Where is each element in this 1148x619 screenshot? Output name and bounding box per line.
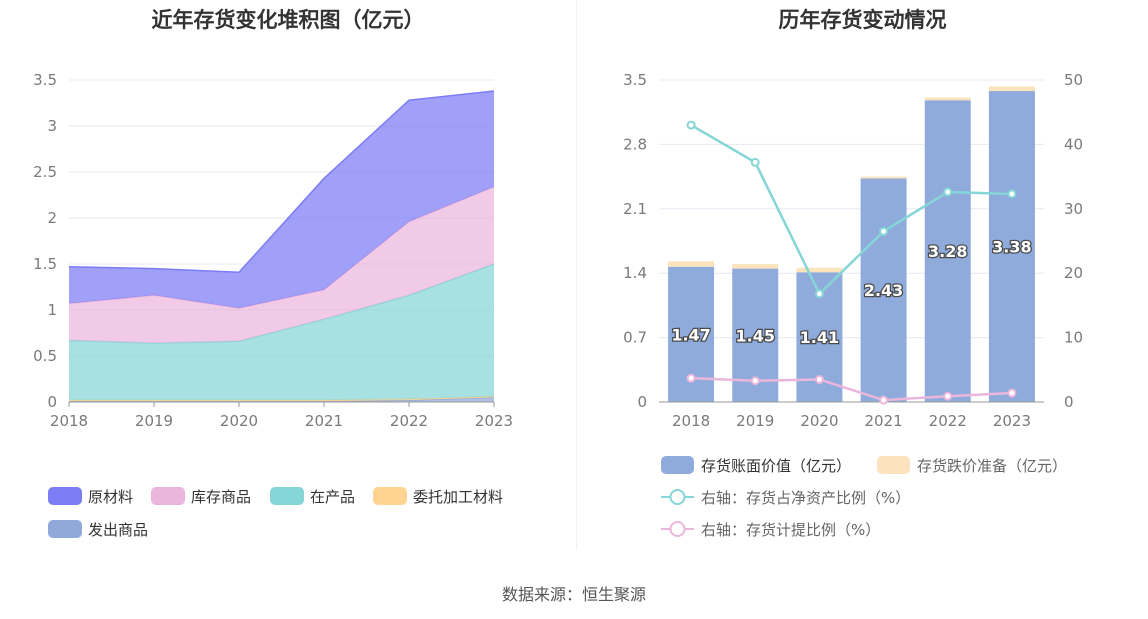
y-left-tick-label: 1.4 <box>623 264 647 282</box>
y-tick-label: 0 <box>47 393 57 411</box>
legend-line-marker <box>669 489 686 505</box>
x-tick-label: 2023 <box>475 412 513 430</box>
x-tick-label: 2021 <box>864 412 902 430</box>
line-series-1 <box>691 376 1012 402</box>
y-left-tick-label: 0 <box>637 393 647 411</box>
bar-data-label: 1.47 <box>671 325 710 344</box>
bar-book-value <box>924 100 971 403</box>
bar-line-chart: 0 0.7 1.4 2.1 2.8 3.5 0 10 20 30 40 50 1.47 1.45 1.41 2… <box>623 71 1083 539</box>
x-tick-label: 2020 <box>800 412 838 430</box>
legend-line-marker <box>669 521 686 537</box>
x-tick-label: 2018 <box>50 412 88 430</box>
line-point <box>750 157 760 167</box>
x-tick-label: 2019 <box>135 412 173 430</box>
legend-swatch <box>48 487 82 505</box>
area-3 <box>69 186 494 344</box>
bar-impairment <box>796 267 843 273</box>
line-point <box>686 120 696 130</box>
legend-label: 右轴：存货计提比例（%） <box>701 521 880 539</box>
line-point <box>943 391 953 401</box>
y-right-tick-label: 20 <box>1064 264 1083 282</box>
x-tick-label: 2022 <box>390 412 428 430</box>
x-tick-label: 2018 <box>672 412 710 430</box>
line-point <box>750 376 760 386</box>
legend-swatch <box>373 487 407 505</box>
y-tick-label: 2 <box>47 209 57 227</box>
bar-data-label: 3.38 <box>992 238 1031 257</box>
area-line-4 <box>68 90 495 274</box>
y-right-tick-label: 30 <box>1064 200 1083 218</box>
legend-label: 存货账面价值（亿元） <box>701 457 851 475</box>
line-point <box>1007 388 1017 398</box>
stacked-area-chart: 0 0.5 1 1.5 2 2.5 3 3.5 2018 2019 2020 2021 2022 2023… <box>33 71 513 539</box>
bar-line-panel: 历年存货变动情况 0 0.7 1.4 2.1 2.8 3.5 0 10 20 30 40 50 1.47… <box>577 0 1148 560</box>
area-2 <box>69 264 494 401</box>
data-source: 数据来源：恒生聚源 <box>501 585 646 604</box>
line-series-0 <box>690 123 1012 296</box>
bar-impairment <box>860 176 907 179</box>
y-tick-label: 2.5 <box>33 163 57 181</box>
bar-data-label: 3.28 <box>928 242 967 261</box>
line-point <box>1007 189 1017 199</box>
y-tick-label: 1 <box>47 301 57 319</box>
area-4 <box>69 91 494 309</box>
line-point <box>943 187 953 197</box>
left-chart-title: 近年存货变化堆积图（亿元） <box>151 8 425 32</box>
legend-label: 右轴：存货占净资产比例（%） <box>701 489 910 507</box>
y-tick-label: 3.5 <box>33 71 57 89</box>
y-left-tick-label: 3.5 <box>623 71 647 89</box>
x-tick-label: 2022 <box>929 412 967 430</box>
bar-impairment <box>988 86 1035 92</box>
bar-book-value <box>860 178 907 402</box>
stacked-area-panel: 近年存货变化堆积图（亿元） 0 0.5 1 1.5 2 2.5 3 3.5 2018 2019 20… <box>0 0 576 560</box>
y-tick-label: 3 <box>47 117 57 135</box>
legend-label: 库存商品 <box>191 488 251 506</box>
line-point <box>814 289 824 299</box>
y-right-tick-label: 10 <box>1064 329 1083 347</box>
bar-impairment <box>668 261 715 267</box>
y-right-tick-label: 40 <box>1064 135 1083 153</box>
y-tick-label: 1.5 <box>33 255 57 273</box>
bar-data-label: 1.45 <box>736 326 775 345</box>
x-tick-label: 2019 <box>736 412 774 430</box>
legend-label: 委托加工材料 <box>413 488 503 506</box>
bar-data-label: 1.41 <box>800 328 839 347</box>
bar-impairment <box>924 97 971 101</box>
legend-swatch <box>661 456 694 474</box>
right-chart-title: 历年存货变动情况 <box>778 8 947 32</box>
y-right-tick-label: 50 <box>1064 71 1083 89</box>
y-left-tick-label: 2.8 <box>623 135 647 153</box>
legend-swatch <box>48 520 82 538</box>
legend-label: 在产品 <box>310 488 355 506</box>
legend-label: 存货跌价准备（亿元） <box>917 457 1067 475</box>
bar-impairment <box>732 264 779 269</box>
legend-label: 发出商品 <box>88 521 148 539</box>
legend-swatch <box>151 487 185 505</box>
line-point <box>686 373 696 383</box>
y-left-tick-label: 2.1 <box>623 200 647 218</box>
line-point <box>879 226 889 236</box>
legend-swatch <box>270 487 304 505</box>
x-tick-label: 2020 <box>220 412 258 430</box>
x-tick-label: 2023 <box>993 412 1031 430</box>
bar-book-value <box>988 91 1035 402</box>
y-tick-label: 0.5 <box>33 347 57 365</box>
y-right-tick-label: 0 <box>1064 393 1074 411</box>
y-left-tick-label: 0.7 <box>623 329 647 347</box>
x-tick-label: 2021 <box>305 412 343 430</box>
bar-data-label: 2.43 <box>864 281 903 300</box>
legend-label: 原材料 <box>88 488 133 506</box>
panel-divider <box>576 0 577 550</box>
line-point <box>814 374 824 384</box>
legend-swatch <box>877 456 910 474</box>
line-point <box>879 395 889 405</box>
